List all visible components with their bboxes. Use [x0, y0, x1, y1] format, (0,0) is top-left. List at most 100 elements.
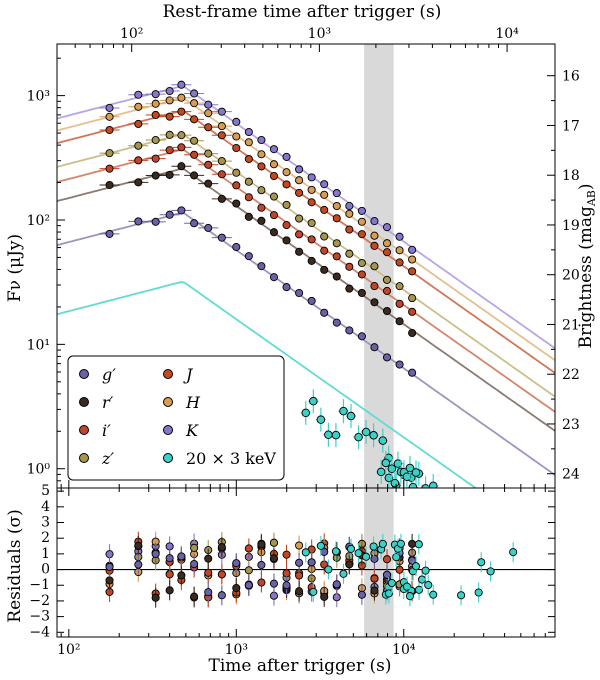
data-point [190, 219, 199, 228]
data-point [357, 217, 366, 226]
data-point [509, 567, 517, 575]
data-point [105, 164, 114, 173]
data-point [320, 205, 329, 214]
residual-axis-title: Residuals (σ) [5, 509, 25, 622]
data-point [204, 100, 213, 109]
data-point [477, 519, 485, 527]
data-point [244, 138, 253, 147]
data-point [190, 99, 199, 108]
data-point [354, 432, 363, 442]
data-point [134, 156, 143, 165]
data-point [282, 180, 291, 189]
data-point [105, 125, 114, 135]
residual-point [134, 560, 143, 569]
residual-point [332, 580, 341, 589]
data-point [151, 99, 160, 108]
data-point [282, 283, 291, 292]
residual-point [382, 555, 392, 564]
residual-point [429, 590, 438, 599]
data-point [204, 123, 213, 132]
residual-point [362, 552, 371, 561]
data-point [165, 96, 174, 105]
data-point [134, 102, 143, 111]
data-point [382, 223, 392, 232]
data-point [408, 245, 417, 254]
residual-point [414, 540, 423, 549]
data-point [320, 265, 329, 274]
residual-point [217, 543, 226, 552]
model-curve-7 [57, 280, 478, 488]
data-point [332, 201, 341, 211]
data-point [105, 149, 114, 158]
data-point [345, 209, 354, 218]
data-point [357, 270, 366, 279]
data-point [408, 307, 417, 316]
data-point [370, 231, 379, 240]
data-point [339, 406, 348, 416]
residual-points [105, 531, 518, 608]
data-point [269, 171, 279, 181]
data-point [408, 368, 417, 377]
legend-marker-3 [79, 453, 89, 463]
data-point [307, 173, 316, 182]
legend-marker-4 [163, 369, 173, 379]
residual-point [295, 571, 304, 580]
residual-point [165, 586, 174, 595]
data-point [307, 218, 316, 228]
data-point [346, 411, 356, 421]
data-point [395, 317, 404, 326]
residual-point [269, 538, 279, 547]
data-point [204, 109, 213, 118]
data-point [395, 360, 404, 369]
data-point [421, 484, 430, 488]
residual-point [424, 580, 433, 590]
residual-point [105, 576, 114, 585]
data-point [345, 284, 354, 293]
residual-point [309, 587, 318, 596]
residual-point [269, 554, 279, 563]
data-point [382, 286, 392, 295]
data-point [269, 228, 279, 237]
data-point [105, 180, 114, 190]
residual-point [411, 562, 421, 571]
residual-point [232, 559, 241, 568]
legend-label-6: K [185, 421, 199, 440]
right-tick-labels: 16 17 18 19 20 21 22 23 24 [562, 69, 580, 483]
data-point [320, 246, 329, 255]
residual-point [331, 547, 340, 556]
data-point [151, 90, 160, 99]
data-point [177, 206, 186, 215]
data-point [332, 214, 341, 223]
data-point [217, 233, 226, 242]
data-point [217, 170, 226, 179]
data-point [134, 217, 143, 226]
residual-point [165, 554, 174, 563]
residual-point [378, 539, 387, 548]
data-point [232, 143, 241, 153]
data-point [395, 246, 404, 255]
data-point [134, 141, 143, 150]
residual-point [392, 553, 401, 562]
data-point [151, 136, 160, 145]
data-point [244, 212, 253, 221]
data-point [177, 131, 186, 140]
data-point [408, 255, 417, 264]
data-point [309, 396, 318, 406]
residual-point [204, 568, 213, 577]
res-tick-4: 0 [41, 562, 50, 578]
residual-point [257, 540, 266, 549]
data-point [332, 252, 341, 261]
data-point [295, 247, 304, 256]
residual-point [370, 586, 379, 595]
left-tick-labels: 10⁰ 10¹ 10² 10³ [27, 89, 51, 478]
data-point [257, 203, 266, 212]
data-point [204, 223, 213, 232]
residual-point [105, 562, 114, 571]
residual-point [282, 581, 291, 590]
res-tick-0: −4 [29, 624, 50, 640]
residual-point [244, 544, 253, 553]
data-point [408, 483, 418, 488]
model-curve-2 [57, 109, 555, 374]
left-tick-2: 10² [27, 213, 50, 229]
data-point [217, 107, 226, 116]
